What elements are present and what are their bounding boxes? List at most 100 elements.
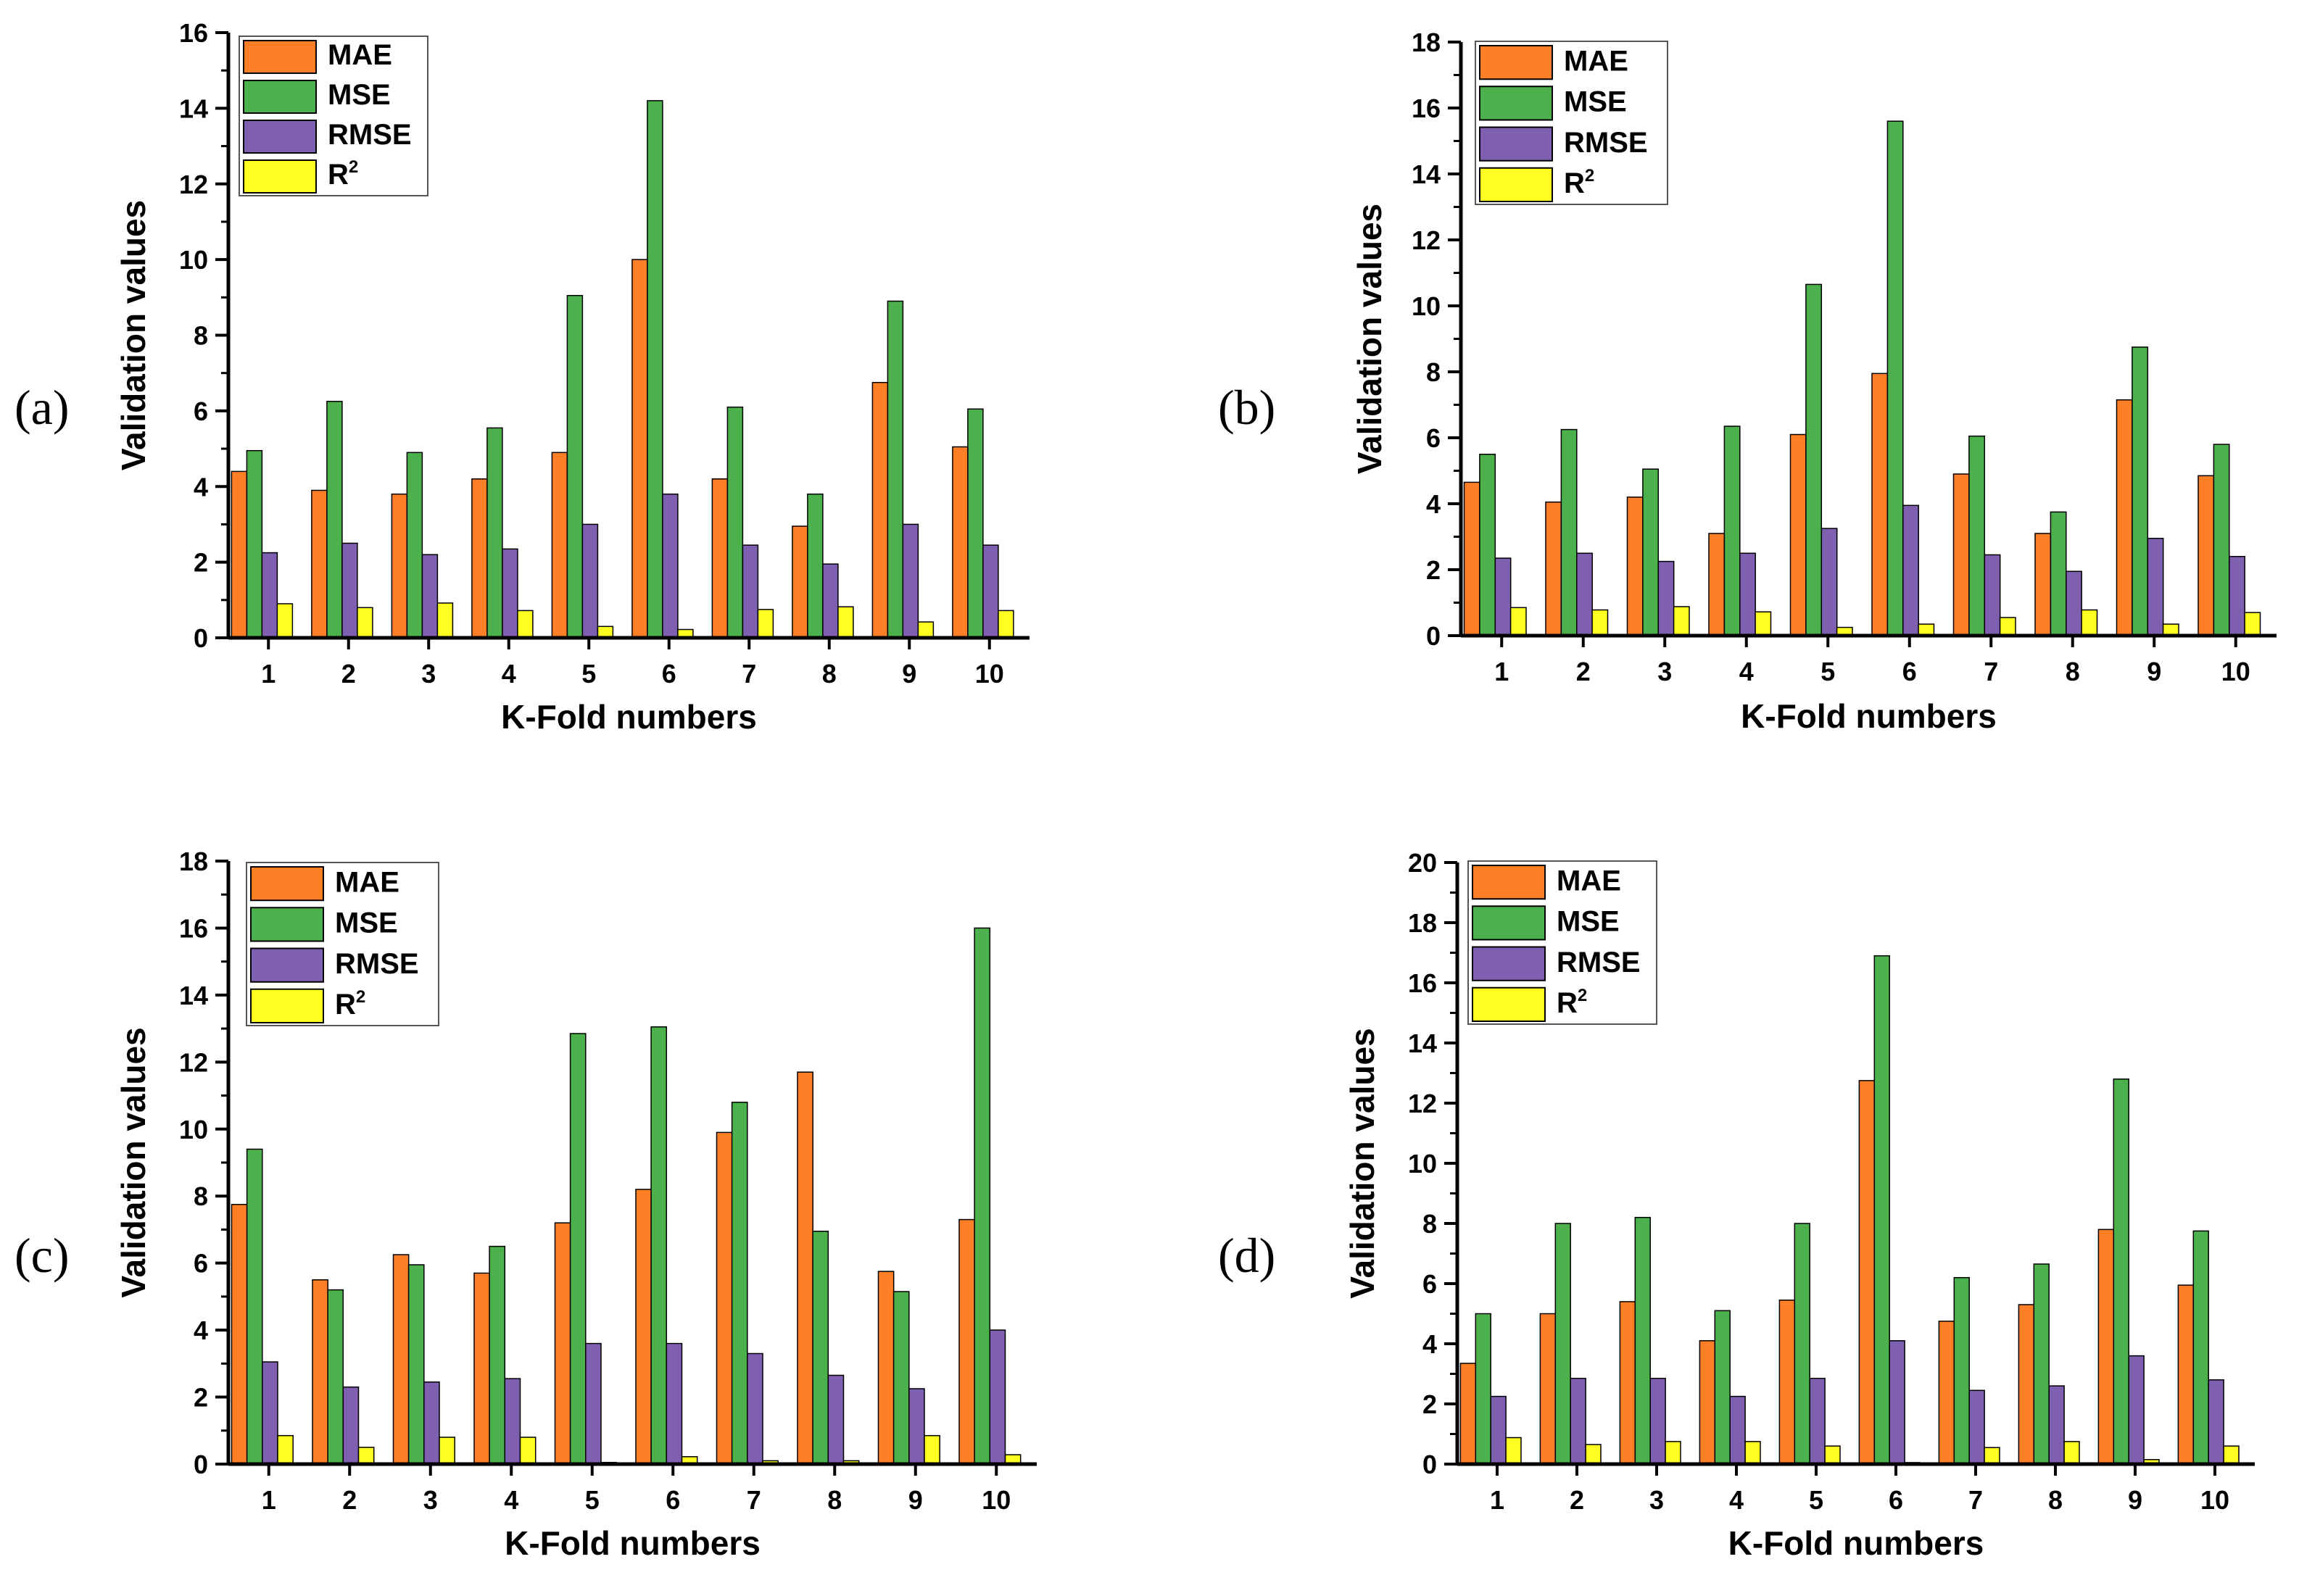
bar-mae-fold-7 <box>1938 1321 1955 1465</box>
bar-rmse-fold-4 <box>502 548 518 639</box>
legend-label-rmse: RMSE <box>328 119 412 151</box>
panel-label: (c) <box>15 1228 69 1283</box>
bar-mse-fold-7 <box>1968 435 1986 636</box>
bar-mse-fold-4 <box>489 1245 506 1465</box>
y-tick-label: 10 <box>179 1115 208 1144</box>
y-tick-label: 4 <box>1422 1329 1437 1359</box>
bar-rmse-fold-10 <box>2208 1379 2224 1465</box>
bar-r2-fold-10 <box>2244 612 2261 636</box>
y-tick-label: 6 <box>194 396 208 426</box>
bar-rmse-fold-3 <box>1649 1377 1666 1465</box>
bar-mse-fold-6 <box>1886 120 1904 636</box>
bar-mse-fold-7 <box>726 406 744 639</box>
y-tick-label: 18 <box>179 847 208 876</box>
y-tick-label: 14 <box>179 981 208 1010</box>
legend-label-mae: MAE <box>1557 865 1621 897</box>
x-tick-label: 5 <box>1809 1485 1823 1515</box>
legend-swatch-rmse <box>1479 126 1553 162</box>
x-axis-title: K-Fold numbers <box>505 1524 761 1562</box>
legend-label-r2: R2 <box>335 987 365 1021</box>
x-tick-label: 10 <box>2200 1485 2229 1515</box>
x-tick-label: 3 <box>423 1485 438 1515</box>
bar-mse-fold-1 <box>246 1148 263 1465</box>
bar-mse-fold-5 <box>569 1033 587 1465</box>
x-tick-label: 7 <box>1984 657 1998 686</box>
y-tick-label: 8 <box>194 1181 208 1211</box>
bar-mse-fold-6 <box>1873 955 1890 1465</box>
y-tick-label: 0 <box>194 1450 208 1479</box>
bar-mae-fold-2 <box>312 1279 328 1465</box>
x-tick-label: 4 <box>1739 657 1754 686</box>
bar-r2-fold-1 <box>1509 607 1527 636</box>
bar-mae-fold-3 <box>392 1254 410 1465</box>
x-axis-title: K-Fold numbers <box>1741 697 1997 735</box>
bar-mse-fold-9 <box>2132 346 2149 636</box>
bar-mse-fold-10 <box>967 408 984 639</box>
bar-rmse-fold-2 <box>1570 1377 1586 1465</box>
x-tick-label: 9 <box>908 1485 923 1515</box>
bar-mse-fold-1 <box>1479 454 1496 636</box>
x-tick-label: 2 <box>1570 1485 1584 1515</box>
bar-r2-fold-4 <box>1744 1441 1761 1465</box>
bar-r2-fold-3 <box>1665 1441 1681 1465</box>
y-axis-title: Validation values <box>115 200 152 470</box>
bar-mae-fold-8 <box>792 525 808 639</box>
bar-rmse-fold-5 <box>585 1342 602 1465</box>
bar-mse-fold-5 <box>1794 1223 1810 1465</box>
bar-rmse-fold-2 <box>341 542 358 639</box>
bar-rmse-fold-4 <box>504 1378 521 1465</box>
x-tick-label: 3 <box>1657 657 1672 686</box>
bar-mae-fold-6 <box>635 1189 652 1465</box>
y-tick-label: 12 <box>179 170 208 199</box>
x-tick-label: 8 <box>827 1485 842 1515</box>
x-tick-label: 10 <box>982 1485 1011 1515</box>
x-tick-label: 1 <box>1494 657 1509 686</box>
y-tick-label: 18 <box>1408 908 1437 938</box>
bar-r2-fold-4 <box>1755 611 1772 636</box>
y-tick-label: 8 <box>194 321 208 351</box>
y-tick-label: 0 <box>1426 621 1441 651</box>
bar-r2-fold-10 <box>998 610 1014 639</box>
y-tick-label: 8 <box>1422 1209 1437 1239</box>
bar-r2-fold-10 <box>2223 1445 2240 1465</box>
x-tick-label: 9 <box>902 659 916 689</box>
bar-r2-fold-7 <box>1984 1447 2000 1465</box>
bar-mae-fold-1 <box>1463 481 1480 636</box>
bar-r2-fold-8 <box>2063 1441 2080 1465</box>
bar-mse-fold-8 <box>807 493 824 639</box>
bar-rmse-fold-1 <box>1494 557 1512 636</box>
x-tick-label: 2 <box>1576 657 1591 686</box>
y-tick-label: 0 <box>1422 1450 1437 1479</box>
bar-rmse-fold-1 <box>261 552 278 639</box>
y-tick-label: 6 <box>1426 423 1441 453</box>
legend-swatch-mse <box>1479 86 1553 121</box>
legend-label-mse: MSE <box>1564 86 1627 118</box>
bar-mse-fold-5 <box>1805 283 1823 636</box>
bar-mae-fold-5 <box>551 452 568 639</box>
legend-label-mae: MAE <box>1564 45 1628 77</box>
y-tick-label: 16 <box>179 913 208 943</box>
bar-mae-fold-4 <box>473 1272 490 1465</box>
bar-mse-fold-4 <box>486 427 503 639</box>
bar-mae-fold-6 <box>1871 373 1889 636</box>
bar-rmse-fold-7 <box>747 1352 763 1465</box>
y-tick-label: 14 <box>179 93 208 123</box>
bar-mse-fold-9 <box>887 300 904 639</box>
bar-mse-fold-9 <box>2113 1078 2129 1465</box>
y-tick-label: 12 <box>1408 1089 1437 1118</box>
bar-r2-fold-8 <box>2081 609 2098 636</box>
bar-mse-fold-9 <box>892 1291 910 1465</box>
x-tick-label: 8 <box>822 659 837 689</box>
bar-rmse-fold-7 <box>1968 1389 1985 1465</box>
bar-mae-fold-10 <box>958 1218 975 1465</box>
y-tick-label: 10 <box>179 245 208 275</box>
legend-label-rmse: RMSE <box>1557 947 1641 978</box>
bar-r2-fold-2 <box>1591 609 1609 636</box>
x-tick-label: 3 <box>1649 1485 1664 1515</box>
legend-label-rmse: RMSE <box>335 948 419 980</box>
x-tick-label: 8 <box>2048 1485 2063 1515</box>
